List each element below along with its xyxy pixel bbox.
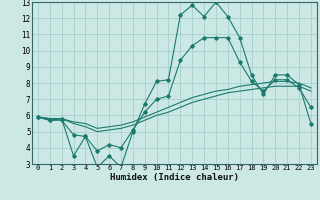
X-axis label: Humidex (Indice chaleur): Humidex (Indice chaleur) — [110, 173, 239, 182]
